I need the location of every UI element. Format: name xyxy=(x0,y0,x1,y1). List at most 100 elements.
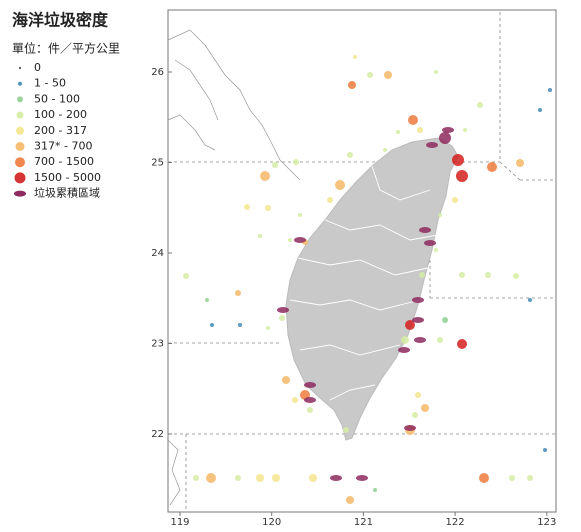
sample-point xyxy=(548,88,552,92)
sample-point xyxy=(235,290,241,296)
sample-point xyxy=(272,474,280,482)
accumulation-area xyxy=(398,347,410,353)
accumulation-area xyxy=(414,337,426,343)
sample-point xyxy=(421,404,429,412)
sample-point xyxy=(412,412,418,418)
legend-symbol xyxy=(15,142,25,151)
accumulation-area xyxy=(330,475,342,481)
accumulation-area xyxy=(304,397,316,403)
sample-point xyxy=(543,448,547,452)
legend-symbol xyxy=(15,157,25,168)
sample-point xyxy=(485,272,491,278)
sample-point xyxy=(256,474,264,482)
sample-point xyxy=(509,475,515,481)
sample-point xyxy=(367,72,373,78)
sample-point xyxy=(272,162,278,168)
taiwan xyxy=(285,137,459,441)
sample-point xyxy=(442,317,448,323)
legend: 海洋垃圾密度 單位：件／平方公里 0 1 - 50 50 - 100 100 - 20… xyxy=(12,11,120,200)
sample-point xyxy=(456,170,468,182)
accumulation-area xyxy=(412,317,424,323)
legend-symbol xyxy=(16,126,24,135)
sample-point xyxy=(279,315,285,321)
sample-point xyxy=(260,171,270,181)
accumulation-area xyxy=(304,382,316,388)
sample-point xyxy=(528,298,532,302)
sample-point xyxy=(282,376,290,384)
accumulation-area xyxy=(356,475,368,481)
sample-point xyxy=(346,496,354,504)
sample-point xyxy=(327,197,333,203)
accumulation-area xyxy=(277,307,289,313)
legend-symbol xyxy=(18,81,22,86)
accumulation-area xyxy=(404,425,416,431)
sample-point xyxy=(210,323,214,327)
sample-point xyxy=(265,205,271,211)
sample-point xyxy=(452,197,458,203)
accumulation-area xyxy=(294,237,306,243)
sample-point xyxy=(396,130,400,134)
legend-label: 700 - 1500 xyxy=(34,155,94,168)
legend-label: 垃圾累積區域 xyxy=(34,186,100,200)
sample-point xyxy=(238,323,242,327)
lat-label: 25 xyxy=(151,158,164,169)
sample-point xyxy=(477,102,483,108)
sample-point xyxy=(408,115,418,125)
accumulation-area xyxy=(424,240,436,246)
legend-symbol xyxy=(17,96,23,103)
accumulation-area xyxy=(426,142,438,148)
legend-symbol xyxy=(16,111,24,119)
lon-label: 122 xyxy=(446,517,465,528)
sample-point xyxy=(205,298,209,302)
lon-label: 123 xyxy=(537,517,556,528)
accumulation-area xyxy=(412,297,424,303)
sample-point xyxy=(459,272,465,278)
mainland-coast xyxy=(167,29,301,506)
sample-point xyxy=(452,154,464,166)
sample-point xyxy=(401,336,409,344)
county-lines xyxy=(289,165,439,401)
sample-point xyxy=(479,473,489,483)
sample-point xyxy=(298,213,302,217)
legend-label: 0 xyxy=(34,61,41,74)
sample-point xyxy=(415,392,421,398)
legend-label: 200 - 317 xyxy=(34,124,87,137)
sample-point xyxy=(516,159,524,167)
legend-symbol xyxy=(18,66,22,70)
legend-label: 100 - 200 xyxy=(34,108,87,121)
legend-symbol xyxy=(14,172,26,184)
sample-point xyxy=(438,213,442,217)
sample-point xyxy=(538,108,542,112)
sample-point xyxy=(463,128,467,132)
sample-points xyxy=(183,55,552,504)
sample-point xyxy=(383,148,387,152)
unit: 單位：件／平方公里 xyxy=(12,41,120,56)
lat-label: 24 xyxy=(151,248,164,259)
sample-point xyxy=(437,337,443,343)
sample-point xyxy=(258,234,262,238)
lon-label: 120 xyxy=(262,517,281,528)
sample-point xyxy=(419,272,425,278)
legend-symbol xyxy=(14,190,26,197)
lat-label: 26 xyxy=(151,67,164,78)
legend-label: 317* - 700 xyxy=(34,140,92,153)
sample-point xyxy=(439,132,451,144)
sample-point xyxy=(307,407,313,413)
lat-label: 22 xyxy=(151,429,164,440)
sample-point xyxy=(417,127,423,133)
sample-point xyxy=(513,273,519,279)
sample-point xyxy=(309,474,317,482)
sample-point xyxy=(288,238,292,242)
sample-point xyxy=(343,427,349,433)
sample-point xyxy=(527,475,533,481)
title: 海洋垃圾密度 xyxy=(12,11,109,30)
sample-point xyxy=(206,473,216,483)
accumulation-area xyxy=(442,127,454,133)
sample-point xyxy=(487,162,497,172)
lat-label: 23 xyxy=(151,339,164,350)
legend-label: 1500 - 5000 xyxy=(34,171,101,184)
sample-point xyxy=(244,204,250,210)
accumulation-area xyxy=(419,227,431,233)
